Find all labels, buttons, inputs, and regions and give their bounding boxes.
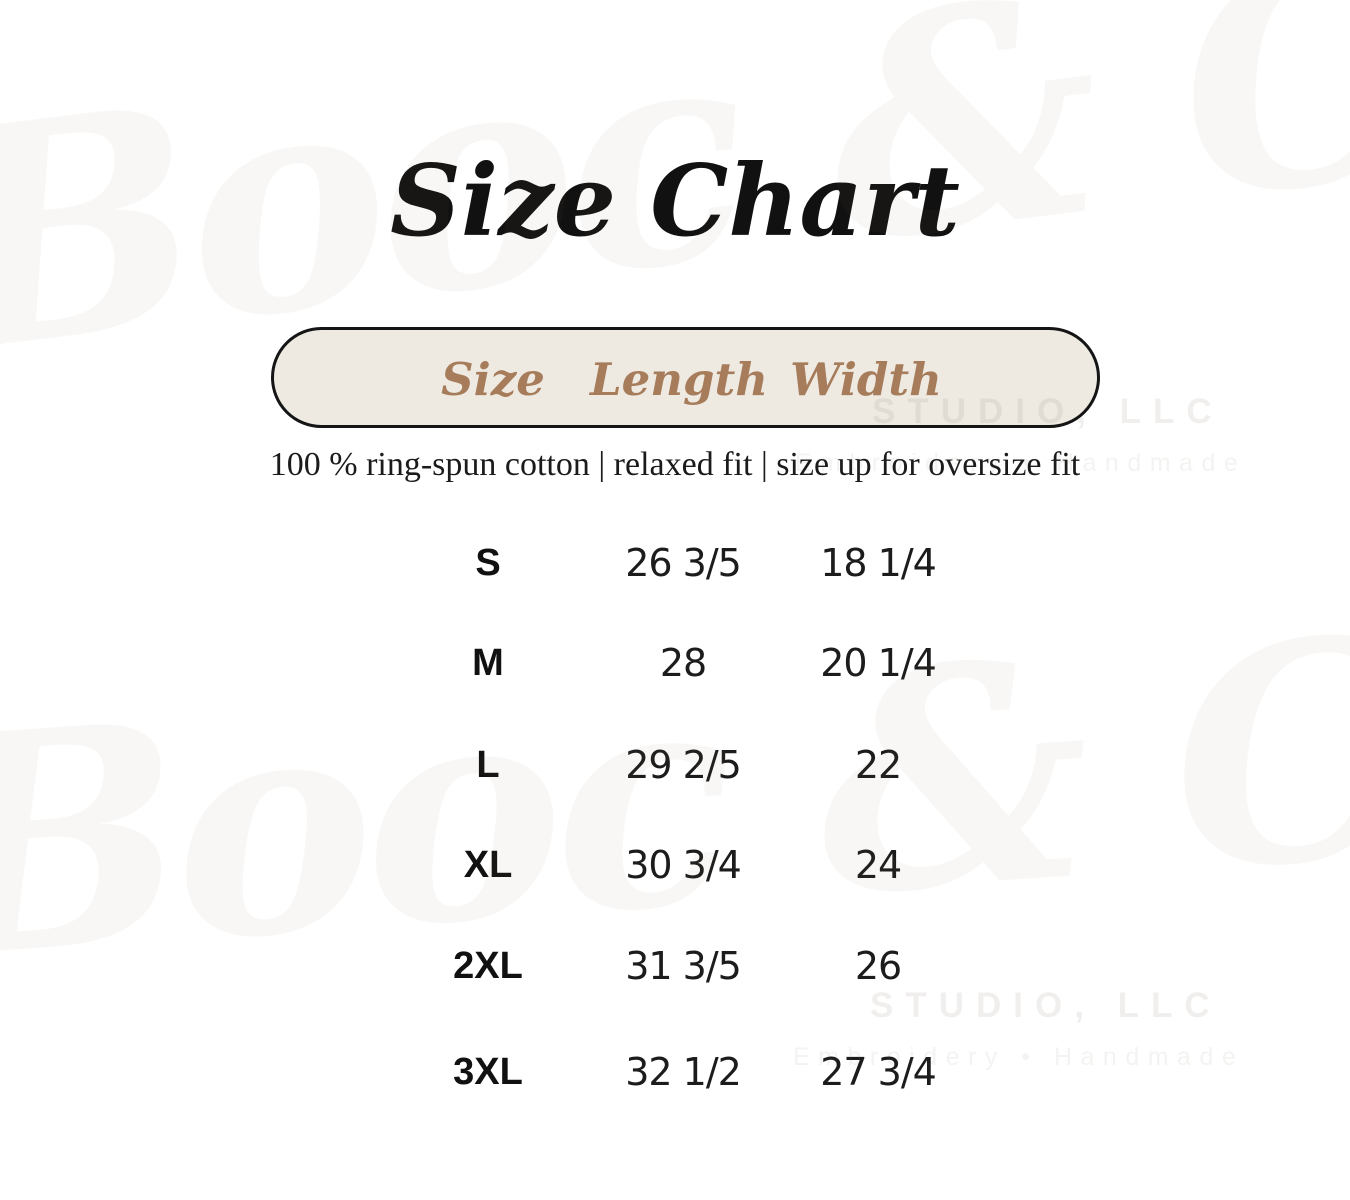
length-value: 32 1/2 [625,1050,742,1094]
length-value: 29 2/5 [625,743,742,787]
column-header-size: Size [441,353,545,406]
column-header-length: Length [590,353,768,406]
fabric-info-subtitle: 100 % ring-spun cotton | relaxed fit | s… [269,446,1081,483]
width-value: 24 [854,843,902,887]
width-value: 22 [854,743,902,787]
width-value: 18 1/4 [820,541,937,585]
width-value: 20 1/4 [820,641,937,685]
table-header-pill: Size Length Width [271,327,1100,428]
width-value: 26 [854,944,902,988]
size-label: L [476,744,500,786]
size-label: S [475,542,501,584]
size-chart-title: Size Chart [390,144,960,259]
width-value: 27 3/4 [820,1050,937,1094]
size-label: 3XL [453,1051,523,1093]
size-label: XL [463,844,513,886]
length-value: 31 3/5 [625,944,742,988]
length-value: 30 3/4 [625,843,742,887]
size-label: 2XL [453,945,523,987]
length-value: 28 [659,641,707,685]
length-value: 26 3/5 [625,541,742,585]
column-header-width: Width [790,353,942,406]
size-label: M [472,642,504,684]
